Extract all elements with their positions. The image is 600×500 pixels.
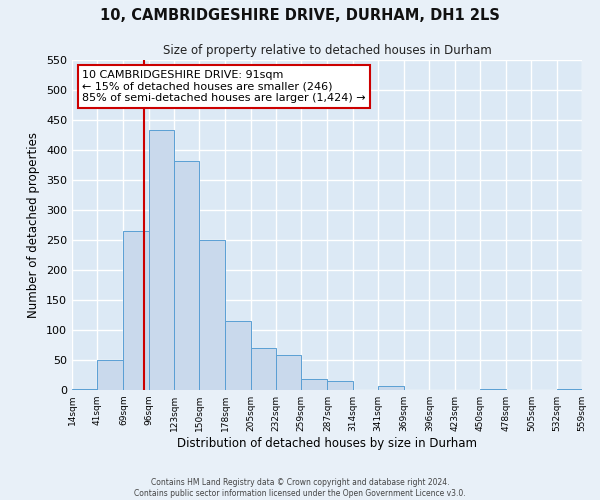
- Y-axis label: Number of detached properties: Number of detached properties: [28, 132, 40, 318]
- Bar: [199, 240, 226, 390]
- X-axis label: Distribution of detached houses by size in Durham: Distribution of detached houses by size …: [177, 437, 477, 450]
- Bar: [124, 231, 149, 390]
- Bar: [480, 389, 506, 390]
- Bar: [378, 386, 404, 390]
- Bar: [251, 348, 276, 390]
- Bar: [72, 389, 97, 390]
- Bar: [149, 130, 174, 390]
- Text: 10 CAMBRIDGESHIRE DRIVE: 91sqm
← 15% of detached houses are smaller (246)
85% of: 10 CAMBRIDGESHIRE DRIVE: 91sqm ← 15% of …: [82, 70, 366, 103]
- Text: 10, CAMBRIDGESHIRE DRIVE, DURHAM, DH1 2LS: 10, CAMBRIDGESHIRE DRIVE, DURHAM, DH1 2L…: [100, 8, 500, 22]
- Bar: [174, 161, 199, 390]
- Text: Contains HM Land Registry data © Crown copyright and database right 2024.
Contai: Contains HM Land Registry data © Crown c…: [134, 478, 466, 498]
- Bar: [226, 321, 251, 390]
- Bar: [328, 381, 353, 390]
- Title: Size of property relative to detached houses in Durham: Size of property relative to detached ho…: [163, 44, 491, 58]
- Bar: [97, 360, 124, 390]
- Bar: [301, 379, 328, 390]
- Bar: [276, 355, 301, 390]
